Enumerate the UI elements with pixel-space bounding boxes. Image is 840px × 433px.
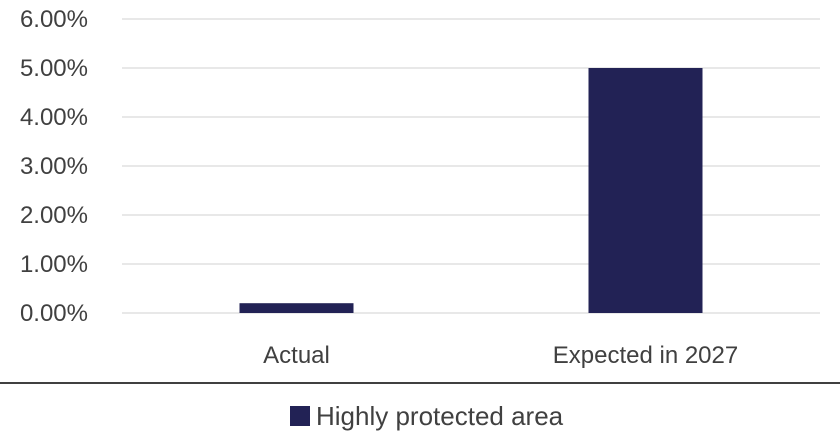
y-tick-label: 3.00%: [20, 153, 88, 180]
bars: [239, 68, 703, 313]
bar-actual: [239, 303, 354, 313]
y-tick-label: 2.00%: [20, 202, 88, 229]
y-axis-tick-labels: 0.00% 1.00% 2.00% 3.00% 4.00% 5.00% 6.00%: [20, 6, 88, 327]
y-tick-label: 4.00%: [20, 104, 88, 131]
x-tick-label: Expected in 2027: [553, 342, 738, 369]
legend-swatch-highly-protected-area: [290, 406, 310, 426]
legend-label-highly-protected-area: Highly protected area: [316, 401, 564, 431]
y-tick-label: 1.00%: [20, 251, 88, 278]
y-tick-label: 6.00%: [20, 6, 88, 33]
legend: Highly protected area: [290, 401, 564, 431]
x-tick-label: Actual: [263, 342, 330, 369]
bar-expected-in-2027: [588, 68, 703, 313]
y-tick-label: 0.00%: [20, 300, 88, 327]
gridlines: [122, 18, 820, 314]
x-axis-tick-labels: Actual Expected in 2027: [263, 342, 738, 369]
y-tick-label: 5.00%: [20, 55, 88, 82]
